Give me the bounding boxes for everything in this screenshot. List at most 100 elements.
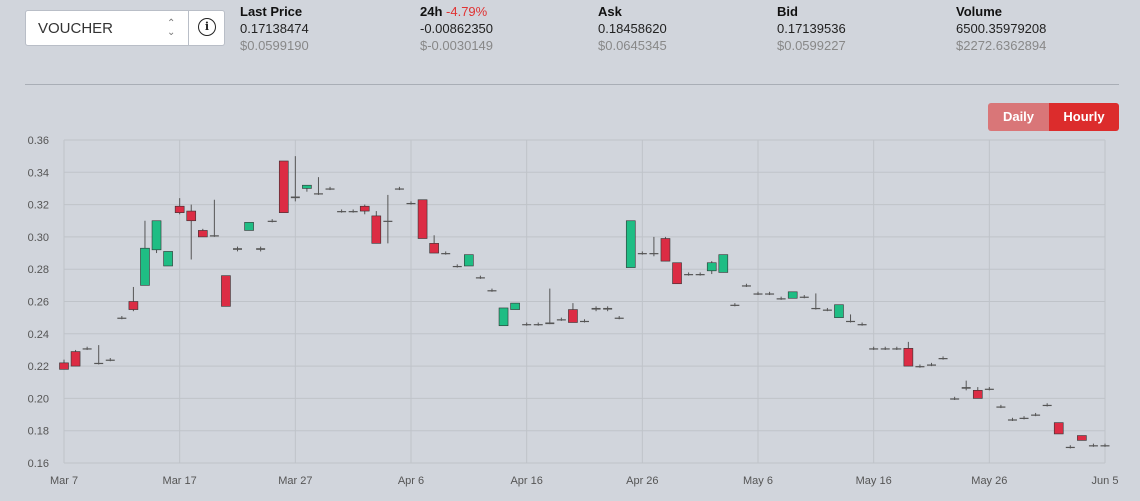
candle [660, 236, 671, 262]
candle [498, 307, 509, 327]
candle-body [464, 254, 474, 267]
stat-value: 0.18458620 [598, 21, 667, 36]
candle-body [233, 248, 242, 250]
stat-usd: $-0.0030149 [420, 38, 494, 53]
candle-body [903, 348, 914, 367]
candle [880, 346, 890, 350]
candle-body [475, 277, 485, 279]
x-axis: Mar 7 Mar 17 Mar 27 Apr 6 Apr 16 Apr 26 May 6 M… [50, 475, 1119, 487]
candle [938, 356, 948, 360]
candle [799, 295, 809, 299]
candle [753, 291, 763, 296]
candle [961, 380, 971, 391]
stat-value: 0.17139536 [777, 21, 846, 36]
candle [591, 306, 601, 312]
candle-body [591, 307, 601, 310]
candle [406, 201, 416, 205]
y-tick-label: 0.20 [28, 393, 49, 405]
candle [128, 286, 139, 312]
candle [1100, 443, 1110, 447]
candle [625, 220, 636, 268]
candle [359, 204, 370, 215]
y-tick-label: 0.28 [28, 264, 49, 276]
candle-body [151, 220, 162, 251]
x-tick-label: May 26 [971, 475, 1007, 487]
candle-body [371, 215, 382, 244]
candle-body [950, 398, 960, 400]
candle [730, 303, 740, 307]
hourly-button[interactable]: Hourly [1049, 103, 1119, 131]
candle [776, 296, 786, 300]
candle-body [59, 362, 69, 370]
candle-body [70, 351, 81, 367]
candle-body [799, 296, 809, 298]
candle-body [614, 317, 624, 319]
candle [441, 251, 451, 255]
candle [452, 264, 462, 268]
candle-body [996, 406, 1006, 408]
candle [233, 246, 242, 252]
candle-body [82, 348, 92, 350]
candle-body [406, 202, 416, 205]
stat-change-percent: -4.79% [446, 4, 488, 19]
x-tick-label: Mar 17 [163, 475, 197, 487]
y-tick-label: 0.36 [28, 135, 49, 147]
y-axis: 0.16 0.18 0.20 0.22 0.24 0.26 0.28 0.30 0.32 0.34… [28, 135, 49, 470]
candle [313, 177, 323, 195]
candle [695, 272, 705, 276]
candle [278, 160, 289, 213]
candle [163, 251, 173, 267]
candle-body [765, 293, 775, 295]
x-tick-label: Apr 26 [626, 475, 658, 487]
candle [394, 186, 404, 191]
candle [522, 322, 532, 326]
x-tick-label: May 16 [856, 475, 892, 487]
candle-body [568, 309, 578, 323]
candle-body [186, 210, 197, 222]
candle-body [625, 220, 636, 268]
candle [1042, 403, 1052, 407]
candle [186, 204, 197, 260]
candle [82, 346, 92, 350]
candle [348, 209, 358, 213]
candle-body [927, 364, 936, 366]
candle-body [984, 388, 994, 390]
candle-body [672, 262, 682, 285]
candle [209, 199, 219, 237]
candle [811, 293, 821, 310]
candle-body [244, 222, 254, 231]
y-tick-label: 0.32 [28, 200, 49, 212]
candle [70, 349, 81, 367]
candle-body [1042, 404, 1052, 407]
candle [892, 346, 902, 350]
candle [545, 288, 555, 325]
candle-body [429, 243, 439, 254]
candle [383, 194, 393, 244]
candle [371, 211, 382, 244]
candle [869, 346, 879, 350]
candle [1031, 412, 1041, 417]
y-tick-label: 0.34 [28, 167, 49, 179]
daily-button[interactable]: Daily [988, 103, 1049, 131]
candle [325, 186, 335, 191]
stat-volume: Volume 6500.35979208 $2272.6362894 [956, 4, 1046, 55]
candle [984, 387, 994, 391]
symbol-select[interactable]: VOUCHER ⌃ ⌄ i [25, 10, 225, 46]
candle [94, 345, 104, 365]
candle-body [684, 274, 694, 276]
candle [302, 184, 312, 192]
candle [556, 317, 566, 321]
info-icon[interactable]: i [198, 18, 216, 36]
candle [950, 396, 960, 401]
candle-body [834, 304, 844, 318]
candle-body [128, 301, 139, 310]
candle [290, 156, 300, 202]
candle [533, 322, 543, 326]
candle-body [718, 254, 729, 273]
candle-body [117, 317, 127, 319]
candle [1065, 445, 1075, 449]
candle-body [337, 211, 347, 213]
candle [221, 275, 231, 307]
candle [59, 359, 69, 370]
candle-body [695, 274, 705, 276]
